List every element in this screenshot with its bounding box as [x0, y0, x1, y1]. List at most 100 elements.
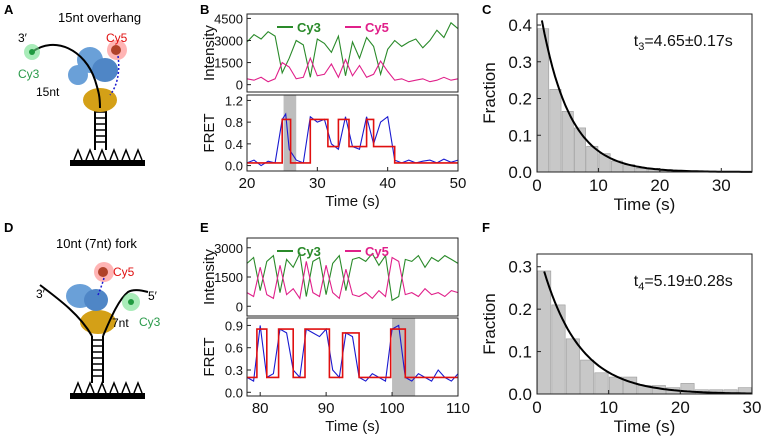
b-bottom-ytick-label: 1.2 [225, 93, 243, 108]
f-annotation-subscript: 4 [638, 281, 644, 293]
helicase-domain-3 [68, 65, 88, 85]
e-bottom-ytick-label: 0.3 [225, 363, 243, 378]
b-xtick-label: 50 [450, 175, 467, 192]
helicase-domain-d2 [84, 289, 108, 311]
f-ytick-label: 0.1 [508, 343, 532, 362]
c-ytick-label: 0.2 [508, 90, 532, 109]
f-xtick-label: 30 [743, 398, 762, 417]
c-annotation-subscript: 3 [638, 41, 644, 53]
panel-letter-d: D [4, 220, 13, 235]
c-histogram-bar [574, 127, 586, 173]
label-cy3-d: Cy3 [139, 315, 161, 329]
e-top-ytick-label: 0 [236, 299, 243, 314]
b-xlabel: Time (s) [325, 193, 379, 210]
cy3-dye-d [128, 299, 134, 305]
c-plot-frame [536, 13, 753, 173]
ssdna-5prime-arm [102, 289, 149, 337]
e-bottom-ytick-label: 0.9 [225, 318, 243, 333]
e-top-ytick-label: 1500 [214, 270, 243, 285]
panel-letter-b: B [200, 2, 209, 17]
f-annotation-symbol: t [634, 273, 639, 290]
f-ytick-label: 0.2 [508, 300, 532, 319]
ssdna-3prime-arm [39, 284, 93, 337]
e-xtick-label: 80 [252, 400, 269, 417]
f-ylabel: Fraction [480, 293, 499, 354]
b-bottom-ytick-label: 0.0 [225, 159, 243, 174]
e-bottom-series-fit [247, 328, 458, 379]
e-shade-region [392, 318, 416, 396]
surface-bar-d [70, 393, 145, 399]
c-ytick-label: 0.4 [508, 16, 532, 35]
b-legend-label-cy5: Cy5 [365, 20, 389, 35]
label-cy5-a: Cy5 [106, 31, 128, 45]
helicase-core-d [80, 310, 116, 334]
e-top-ylabel: Intensity [201, 249, 218, 305]
f-xtick-label: 10 [599, 398, 618, 417]
dna-duplex [94, 108, 107, 150]
dna-duplex-d [91, 336, 104, 383]
b-bottom-ytick-label: 0.4 [225, 137, 243, 152]
f-annotation: t4=5.19±0.28s [634, 273, 733, 293]
b-top-ytick-label: 4500 [214, 11, 243, 26]
b-top-ytick-label: 1500 [214, 56, 243, 71]
c-annotation-value: =4.65±0.17s [644, 33, 732, 50]
panel-letter-e: E [200, 220, 209, 235]
e-bottom-ylabel: FRET [201, 337, 218, 376]
f-plot-frame [536, 253, 753, 395]
e-bottom-ytick-label: 0.6 [225, 341, 243, 356]
f-xtick-label: 20 [671, 398, 690, 417]
b-xtick-label: 20 [239, 175, 256, 192]
label-15nt: 15nt [36, 85, 60, 99]
e-top-ytick-label: 3000 [214, 241, 243, 256]
cy5-linker-d [97, 277, 105, 296]
e-bottom-frame [246, 317, 459, 397]
e-legend-label-cy5: Cy5 [365, 244, 389, 259]
b-top-frame [246, 13, 459, 93]
f-annotation-value: =5.19±0.28s [644, 273, 732, 290]
c-xtick-label: 0 [532, 176, 541, 195]
e-top-series-cy3 [246, 251, 459, 302]
e-top-frame [246, 237, 459, 317]
e-xlabel: Time (s) [325, 418, 379, 435]
biotin-linkers-d [73, 380, 143, 394]
c-xtick-label: 20 [650, 176, 669, 195]
c-xtick-label: 10 [589, 176, 608, 195]
e-legend-label-cy3: Cy3 [297, 244, 321, 259]
label-3prime-d: 3′ [36, 287, 46, 301]
f-histogram-bar [594, 372, 609, 395]
f-xtick-label: 0 [532, 398, 541, 417]
surface-bar [70, 160, 145, 166]
b-xtick-label: 30 [309, 175, 326, 192]
c-xlabel: Time (s) [614, 195, 676, 214]
f-histogram-bar [580, 359, 595, 395]
b-legend-label-cy3: Cy3 [297, 20, 321, 35]
schematic-d-title: 10nt (7nt) fork [56, 236, 137, 251]
f-histogram-bar [565, 338, 580, 395]
panel-letter-a: A [4, 2, 14, 17]
ssdna-overhang [31, 43, 101, 109]
e-xtick-label: 90 [318, 400, 335, 417]
label-cy3-a: Cy3 [18, 67, 40, 81]
f-exponential-fit [543, 271, 752, 395]
e-bottom-series-fret [246, 324, 459, 382]
c-ytick-label: 0.3 [508, 53, 532, 72]
label-3prime: 3′ [18, 31, 28, 45]
c-ytick-label: 0.1 [508, 126, 532, 145]
schematic-a: 15nt overhang 3′ Cy3 Cy5 15nt [18, 10, 145, 166]
schematic-d: 10nt (7nt) fork 3′ 5′ Cy3 7nt Cy5 [36, 236, 161, 399]
c-histogram-bar [549, 89, 562, 173]
c-xtick-label: 30 [712, 176, 731, 195]
label-5prime-d: 5′ [148, 289, 158, 303]
panel-letter-f: F [482, 220, 490, 235]
b-top-series-cy5 [246, 56, 459, 83]
cy5-linker [109, 55, 120, 96]
panel-letter-c: C [482, 2, 492, 17]
b-bottom-ytick-label: 0.8 [225, 115, 243, 130]
b-xtick-label: 40 [379, 175, 396, 192]
biotin-linkers [73, 147, 143, 161]
b-top-ytick-label: 3000 [214, 33, 243, 48]
cy3-dye [29, 49, 35, 55]
